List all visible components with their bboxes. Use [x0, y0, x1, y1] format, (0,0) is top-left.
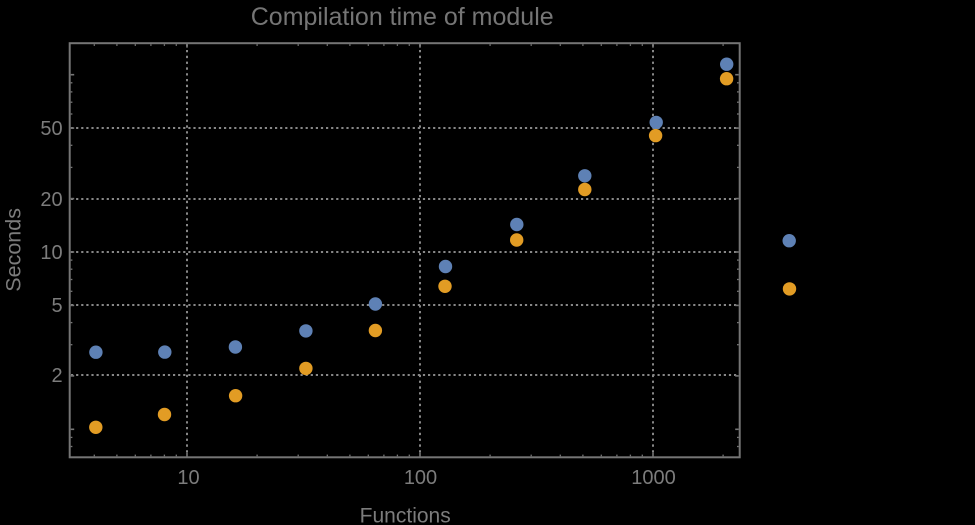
svg-text:20: 20 — [40, 189, 62, 211]
svg-text:1000: 1000 — [631, 467, 676, 489]
svg-text:2: 2 — [51, 365, 62, 387]
svg-text:5: 5 — [51, 295, 62, 317]
svg-text:10: 10 — [40, 242, 62, 264]
svg-text:100: 100 — [404, 467, 437, 489]
svg-text:Compilation time of module: Compilation time of module — [251, 3, 554, 31]
svg-text:Seconds: Seconds — [2, 208, 26, 292]
svg-text:Functions: Functions — [360, 505, 451, 525]
svg-text:50: 50 — [40, 118, 62, 140]
svg-text:10: 10 — [177, 467, 199, 489]
